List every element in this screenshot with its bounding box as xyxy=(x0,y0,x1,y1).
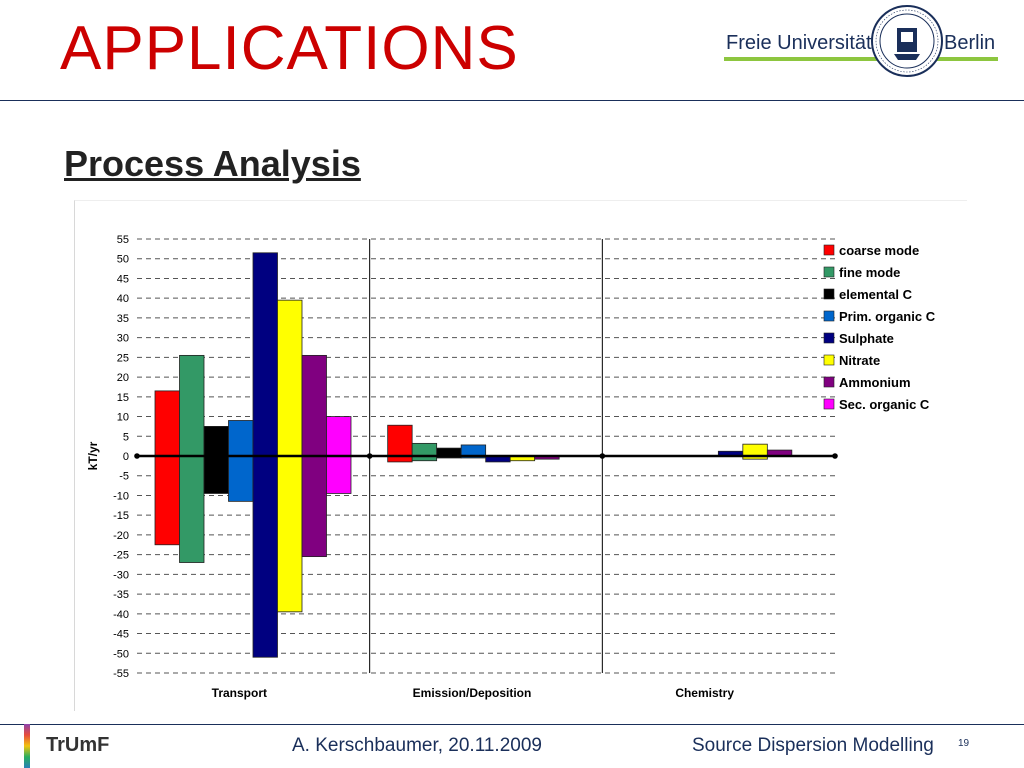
university-seal-icon xyxy=(871,5,943,77)
bar xyxy=(179,455,205,563)
bar xyxy=(460,444,487,457)
zero-line-marker xyxy=(832,453,838,459)
y-tick-label: 15 xyxy=(117,392,129,404)
y-tick-label: 25 xyxy=(117,352,129,364)
legend-swatch xyxy=(823,288,835,300)
zero-line-marker xyxy=(134,453,140,459)
y-tick-label: -25 xyxy=(113,550,129,562)
x-category-label: Chemistry xyxy=(675,686,734,700)
page-number: 19 xyxy=(958,738,970,749)
bar xyxy=(203,455,229,494)
legend-swatch xyxy=(823,310,835,322)
y-tick-label: 45 xyxy=(117,273,129,285)
legend-swatch xyxy=(823,332,835,344)
legend-swatch xyxy=(823,376,835,388)
zero-line-marker xyxy=(366,453,373,459)
footer-color-bar xyxy=(24,724,30,768)
bar xyxy=(228,420,254,457)
bar xyxy=(742,443,768,457)
legend-label: Nitrate xyxy=(839,353,880,368)
y-tick-label: -5 xyxy=(119,471,129,483)
y-tick-label: 10 xyxy=(117,412,129,424)
bar xyxy=(277,455,303,613)
legend-swatch xyxy=(823,398,835,410)
bar xyxy=(228,455,254,502)
legend-label: Prim. organic C xyxy=(839,309,936,324)
bar xyxy=(326,455,352,494)
zero-line-marker xyxy=(599,453,606,459)
legend-label: elemental C xyxy=(839,287,913,302)
y-tick-label: 0 xyxy=(123,451,129,463)
x-category-label: Emission/Deposition xyxy=(413,686,532,700)
university-city: Berlin xyxy=(944,32,996,54)
bar xyxy=(277,299,303,457)
legend-swatch xyxy=(823,266,835,278)
bar xyxy=(411,442,438,457)
y-tick-label: -40 xyxy=(113,609,129,621)
y-tick-label: -15 xyxy=(113,510,129,522)
y-axis-title: kT/yr xyxy=(86,441,100,470)
bar xyxy=(154,390,180,457)
bar xyxy=(301,354,327,457)
y-tick-label: 55 xyxy=(117,234,129,246)
title-divider xyxy=(0,100,1024,101)
legend-swatch xyxy=(823,244,835,256)
y-tick-label: 20 xyxy=(117,372,129,384)
y-tick-label: -20 xyxy=(113,530,129,542)
legend-label: coarse mode xyxy=(839,243,919,258)
bar xyxy=(203,426,229,457)
footer-author-date: A. Kerschbaumer, 20.11.2009 xyxy=(292,735,542,756)
university-name: Freie Universität xyxy=(726,32,872,54)
chart-panel: 55 50 45 40 35 30 25 20 15 10 5 0 -5 -10 -15 -20 -25 -30-… xyxy=(74,200,967,711)
university-logo-text: Freie Universität Berlin xyxy=(726,32,995,55)
y-tick-label: 50 xyxy=(117,254,129,266)
bar xyxy=(154,455,180,546)
y-tick-label: -35 xyxy=(113,589,129,601)
legend-swatch xyxy=(823,354,835,366)
legend-label: fine mode xyxy=(839,265,900,280)
bar xyxy=(252,455,278,658)
y-tick-label: -45 xyxy=(113,629,129,641)
slide-title: APPLICATIONS xyxy=(60,14,519,83)
y-tick-label: -50 xyxy=(113,648,129,660)
bar xyxy=(179,354,205,457)
x-category-label: Transport xyxy=(212,686,267,700)
bar xyxy=(301,455,327,558)
legend-label: Sec. organic C xyxy=(839,397,930,412)
legend-label: Ammonium xyxy=(839,375,911,390)
bar xyxy=(387,424,413,457)
bar xyxy=(252,252,278,457)
y-tick-label: 5 xyxy=(123,431,129,443)
y-tick-label: 40 xyxy=(117,293,129,305)
y-tick-label: -30 xyxy=(113,569,129,581)
legend-label: Sulphate xyxy=(839,331,894,346)
footer-talk-title: Source Dispersion Modelling xyxy=(692,735,934,756)
footer-divider xyxy=(0,724,1024,725)
y-tick-label: 30 xyxy=(117,333,129,345)
trumf-logo: TrUmF xyxy=(46,734,110,756)
y-tick-label: -55 xyxy=(113,668,129,680)
bar xyxy=(326,416,352,457)
process-analysis-chart: 5550454035302520151050-5-10-15-20-25-30-… xyxy=(86,234,936,700)
section-title: Process Analysis xyxy=(64,143,361,184)
university-accent-bar xyxy=(724,57,998,61)
y-tick-label: 35 xyxy=(117,313,129,325)
y-tick-label: -10 xyxy=(113,490,129,502)
